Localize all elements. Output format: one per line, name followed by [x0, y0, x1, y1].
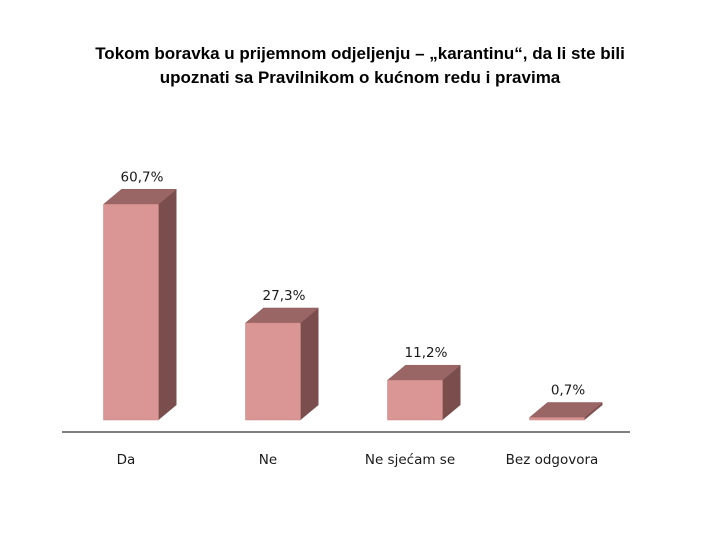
data-label-2: 27,3%	[263, 288, 306, 304]
bar-top-face	[530, 403, 603, 418]
bar-front-face	[388, 380, 443, 420]
bar-side-face	[301, 308, 319, 420]
bar-1	[104, 189, 177, 420]
x-tick-label-3: Ne sjećam se	[365, 452, 455, 468]
bar-4	[530, 403, 603, 420]
data-label-3: 11,2%	[405, 345, 448, 361]
data-label-4: 0,7%	[551, 383, 585, 399]
bar-front-face	[104, 204, 159, 420]
x-tick-label-4: Bez odgovora	[506, 452, 599, 468]
data-label-1: 60,7%	[121, 169, 164, 185]
bar-side-face	[159, 189, 177, 420]
x-tick-label-1: Da	[117, 452, 136, 468]
bar-2	[246, 308, 319, 420]
bar-front-face	[246, 323, 301, 420]
bar-front-face	[530, 418, 585, 420]
bar-3	[388, 365, 461, 420]
x-tick-label-2: Ne	[259, 452, 277, 468]
